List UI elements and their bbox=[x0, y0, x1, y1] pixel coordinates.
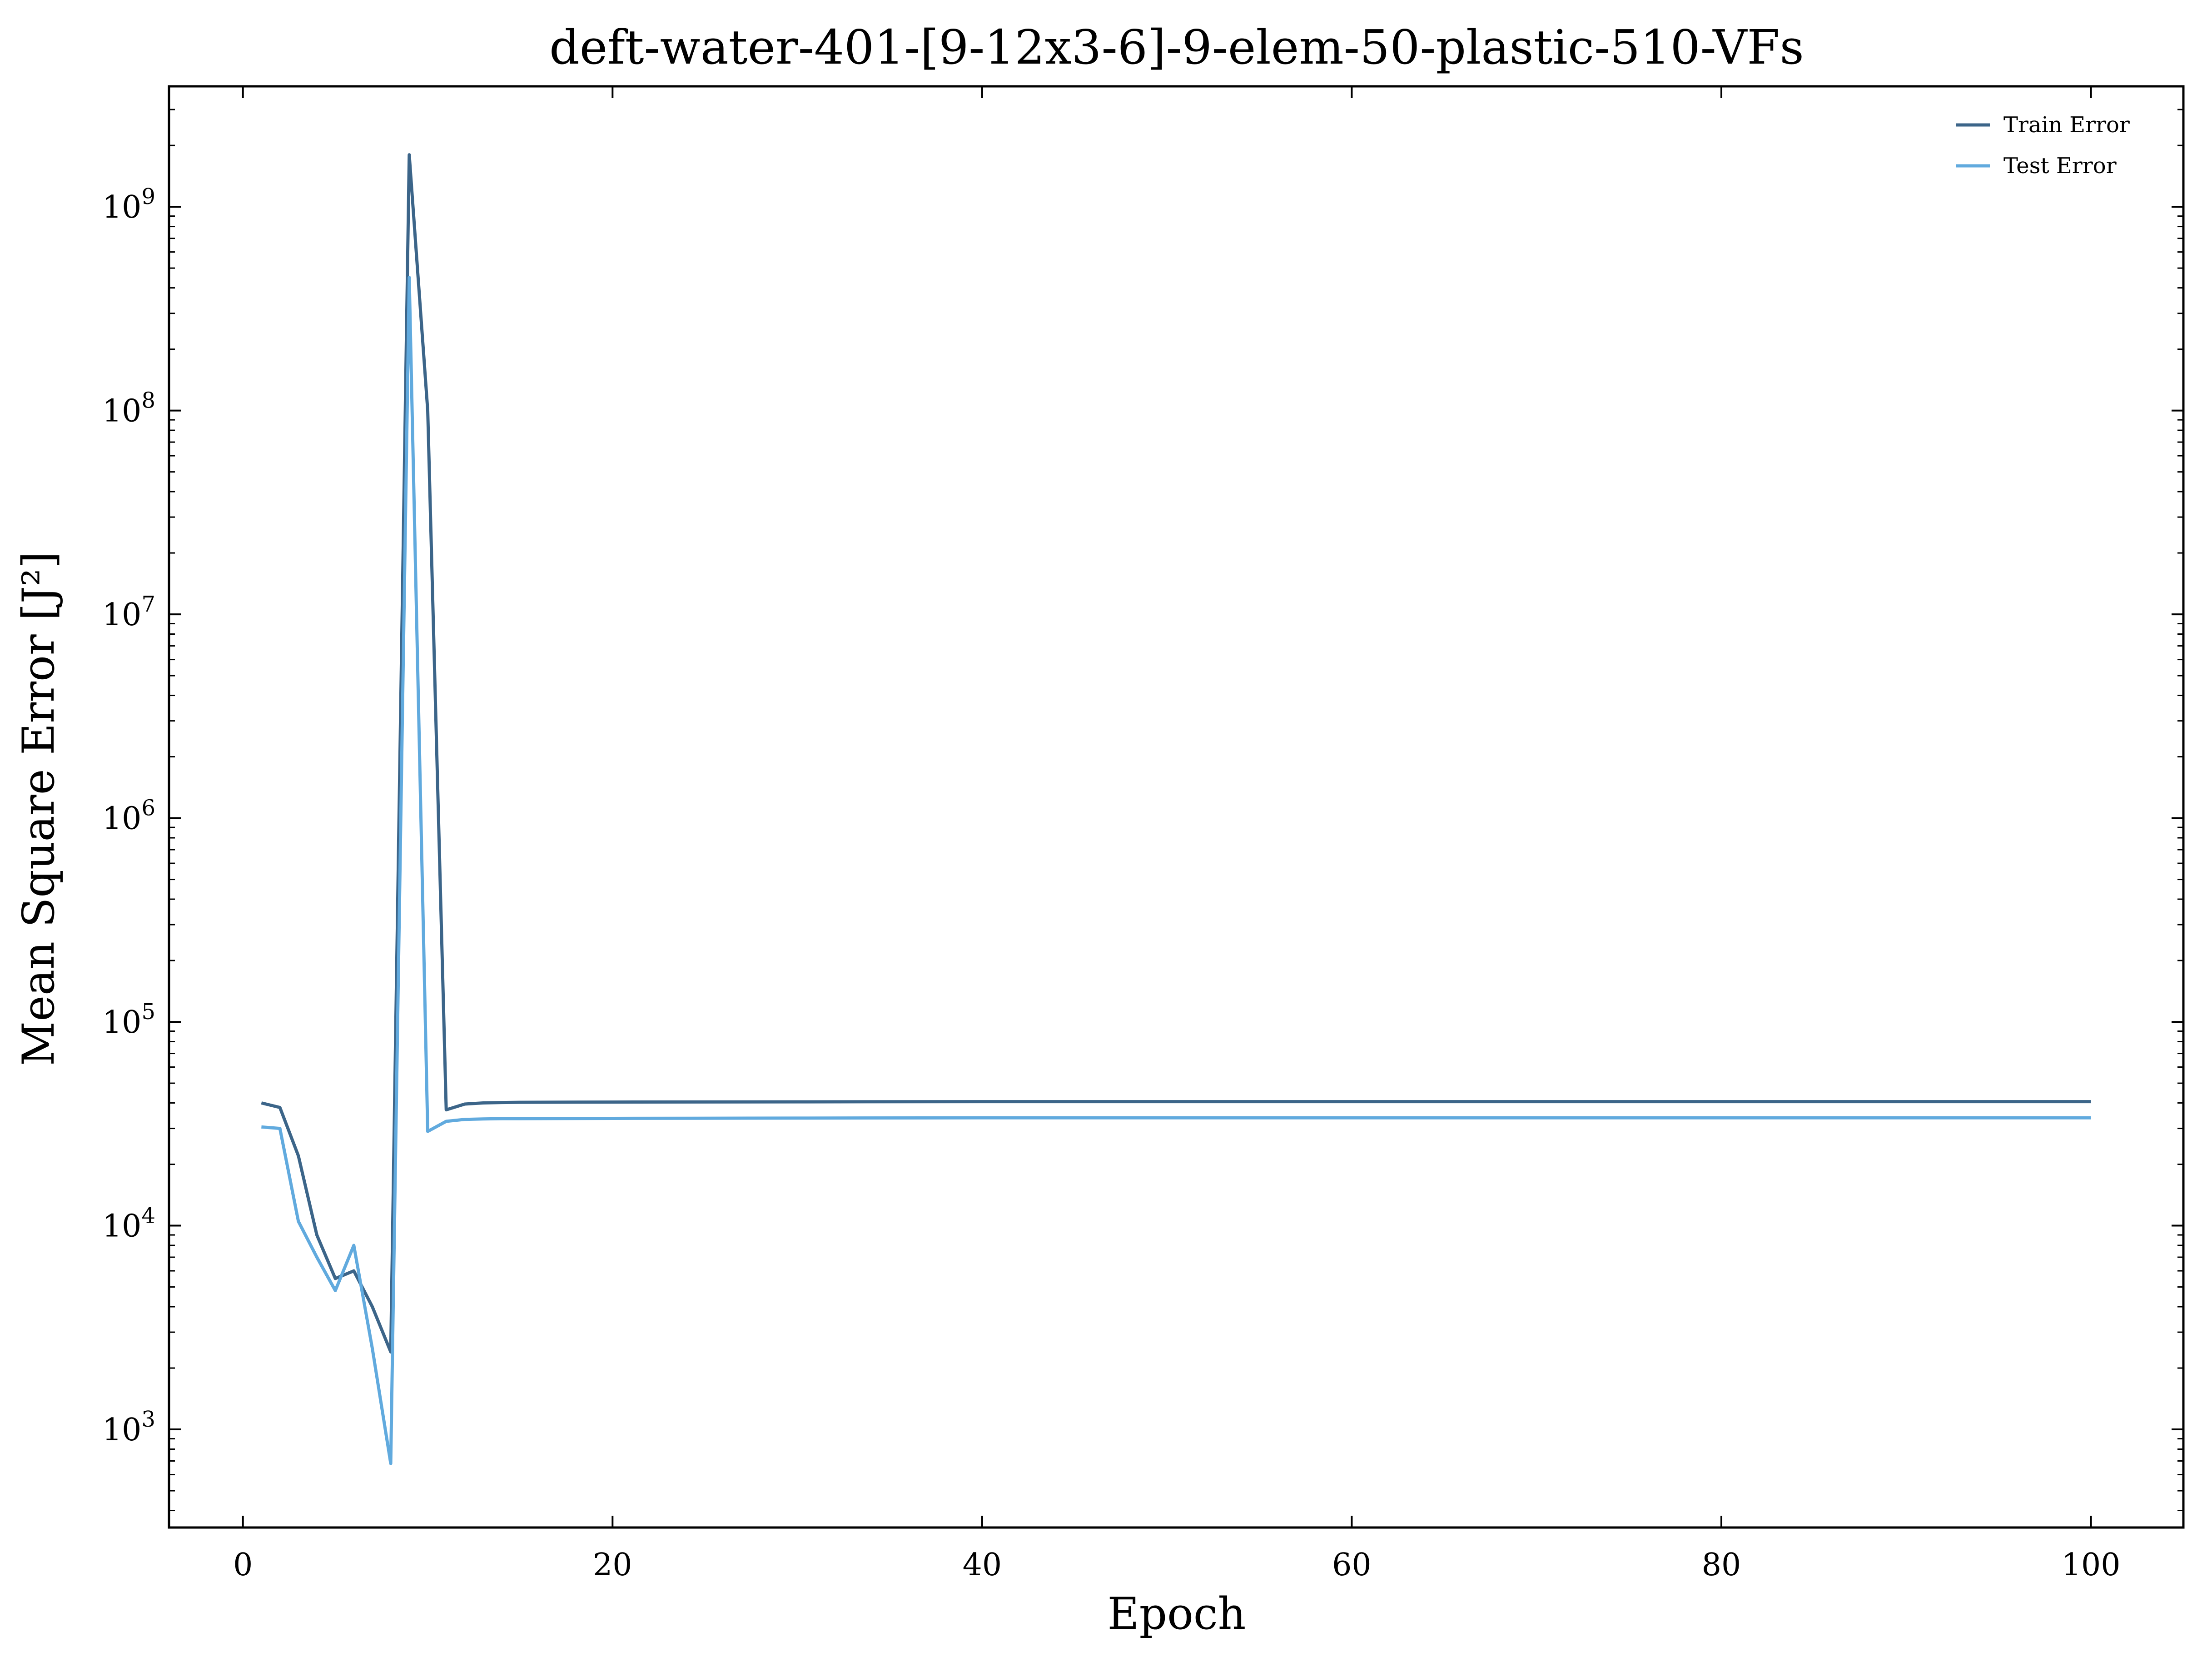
legend-label: Train Error bbox=[2003, 112, 2130, 138]
plot-frame bbox=[168, 85, 2185, 1529]
y-tick-label: 108 bbox=[102, 388, 155, 429]
x-tick-label: 20 bbox=[593, 1547, 632, 1583]
x-tick-label: 60 bbox=[1332, 1547, 1372, 1583]
x-axis-label: Epoch bbox=[1108, 1588, 1246, 1639]
legend-label: Test Error bbox=[2003, 153, 2117, 179]
series-line-train-error bbox=[261, 153, 2091, 1354]
y-tick-label: 106 bbox=[102, 796, 155, 837]
y-tick-label: 109 bbox=[102, 184, 155, 225]
x-tick-label: 0 bbox=[233, 1547, 253, 1583]
x-tick-label: 80 bbox=[1702, 1547, 1741, 1583]
plot-area: 0 20 40 60 80 100 103 104 105 106 107 108 109 bbox=[102, 85, 2185, 1583]
y-axis-label: Mean Square Error [J²] bbox=[13, 552, 64, 1066]
y-tick-label: 107 bbox=[102, 592, 155, 633]
x-tick-label: 100 bbox=[2062, 1547, 2121, 1583]
legend: Train Error Test Error bbox=[1956, 112, 2130, 179]
chart-title: deft-water-401-[9-12x3-6]-9-elem-50-plas… bbox=[549, 20, 1804, 75]
y-tick-label: 105 bbox=[102, 999, 155, 1040]
x-tick-label: 40 bbox=[963, 1547, 1002, 1583]
series-line-test-error bbox=[261, 276, 2091, 1465]
y-tick-label: 103 bbox=[102, 1407, 155, 1448]
y-tick-label: 104 bbox=[102, 1203, 155, 1244]
